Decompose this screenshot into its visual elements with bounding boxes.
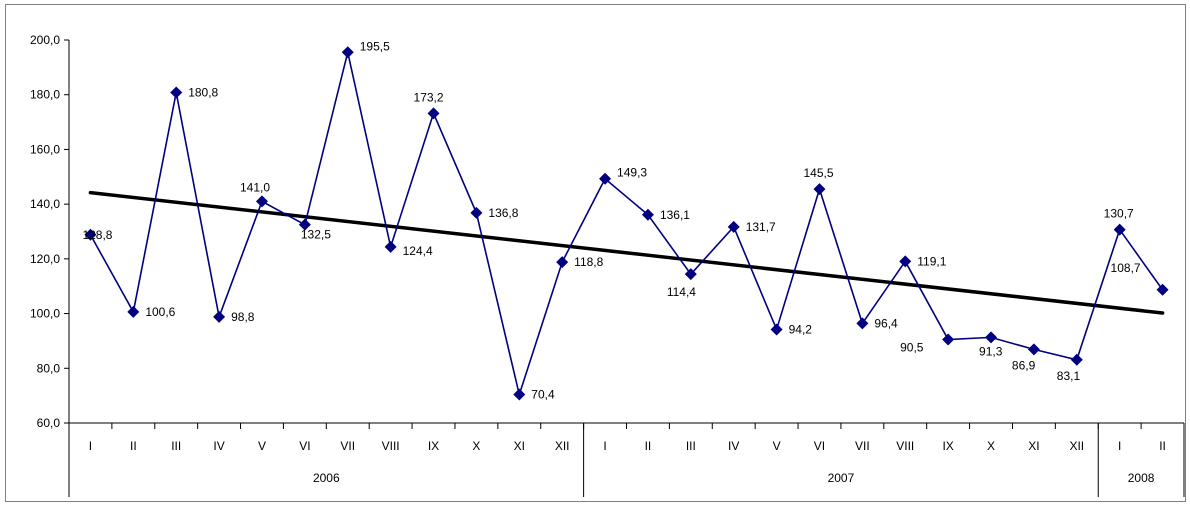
data-point	[170, 86, 183, 99]
data-label: 136,1	[660, 208, 690, 222]
x-tick-label: I	[1118, 439, 1121, 453]
data-point	[599, 172, 612, 185]
trendline-group	[88, 190, 1165, 315]
series-group	[84, 46, 1169, 401]
data-point	[213, 310, 226, 323]
x-tick-label: VI	[814, 439, 825, 453]
x-tick-label: IX	[942, 439, 953, 453]
y-tick-label: 60,0	[37, 416, 61, 430]
x-tick-label: XII	[1069, 439, 1084, 453]
data-label: 180,8	[188, 86, 218, 100]
data-label: 114,4	[667, 285, 696, 299]
data-point	[470, 206, 483, 219]
x-tick-label: X	[987, 439, 995, 453]
x-group-label: 2007	[828, 471, 855, 485]
x-tick-label: IV	[213, 439, 224, 453]
x-tick-label: VII	[340, 439, 355, 453]
y-tick-label: 120,0	[30, 252, 60, 266]
data-label: 124,4	[403, 244, 433, 258]
x-tick-label: IX	[428, 439, 439, 453]
data-point	[427, 107, 440, 120]
x-group-label: 2008	[1128, 471, 1155, 485]
x-tick-label: X	[472, 439, 480, 453]
y-tick-label: 200,0	[30, 33, 60, 47]
x-tick-label: VI	[299, 439, 310, 453]
data-label: 173,2	[414, 90, 444, 104]
data-point	[899, 255, 912, 268]
x-tick-label: II	[645, 439, 652, 453]
x-tick-label: XI	[1028, 439, 1039, 453]
data-point	[641, 208, 654, 221]
data-point	[856, 317, 869, 330]
data-label: 128,8	[82, 228, 112, 242]
data-point	[556, 256, 569, 269]
data-point	[813, 183, 826, 196]
data-label: 136,8	[488, 206, 518, 220]
x-tick-label: VIII	[896, 439, 914, 453]
x-tick-label: V	[258, 439, 266, 453]
chart-frame	[5, 4, 1186, 502]
data-label: 132,5	[301, 228, 331, 242]
data-labels-group: 128,8 100,6 180,8 98,8 141,0 132,5 195,5 124,4 1…	[82, 39, 1140, 401]
data-label: 100,6	[145, 305, 175, 319]
data-label: 119,1	[917, 254, 946, 268]
data-point	[985, 331, 998, 344]
data-label: 91,3	[979, 344, 1003, 358]
data-point	[513, 388, 526, 401]
data-point	[1070, 353, 1083, 366]
x-tick-label: II	[130, 439, 137, 453]
data-label: 118,8	[574, 255, 603, 269]
data-point	[255, 195, 268, 208]
y-tick-label: 140,0	[30, 197, 60, 211]
x-group-label: 2006	[313, 471, 340, 485]
data-point	[1027, 343, 1040, 356]
data-point	[341, 46, 354, 59]
data-label: 149,3	[617, 166, 647, 180]
x-tick-label: I	[89, 439, 92, 453]
data-label: 86,9	[1012, 358, 1036, 372]
data-label: 131,7	[746, 220, 776, 234]
y-tick-label: 180,0	[30, 88, 60, 102]
data-label: 130,7	[1104, 207, 1134, 221]
x-tick-label: III	[171, 439, 181, 453]
y-tick-label: 160,0	[30, 142, 60, 156]
x-tick-label: IV	[728, 439, 739, 453]
x-tick-label: XI	[514, 439, 525, 453]
data-label: 96,4	[874, 316, 898, 330]
data-point	[727, 220, 740, 233]
x-tick-label: VIII	[382, 439, 400, 453]
x-tick-label: V	[773, 439, 781, 453]
x-tick-label: II	[1159, 439, 1166, 453]
data-point	[384, 240, 397, 253]
data-label: 195,5	[360, 39, 390, 53]
data-label: 145,5	[803, 166, 833, 180]
data-point	[127, 305, 140, 318]
trendline	[88, 190, 1165, 315]
data-point	[684, 268, 697, 281]
x-tick-label: III	[686, 439, 696, 453]
x-tick-label: XII	[555, 439, 570, 453]
data-label: 94,2	[789, 322, 813, 336]
series-line	[89, 52, 1164, 398]
data-point	[942, 333, 955, 346]
data-point	[1113, 223, 1126, 236]
data-point	[1156, 283, 1169, 296]
data-point	[298, 218, 311, 231]
data-label: 141,0	[240, 180, 270, 194]
x-tick-label: I	[603, 439, 606, 453]
data-point	[770, 323, 783, 336]
data-label: 90,5	[900, 341, 924, 355]
data-label: 70,4	[531, 388, 555, 402]
y-tick-label: 100,0	[30, 307, 60, 321]
y-tick-label: 80,0	[37, 361, 61, 375]
data-label: 108,7	[1111, 261, 1141, 275]
data-point	[84, 228, 97, 241]
data-label: 83,1	[1057, 369, 1081, 383]
data-label: 98,8	[231, 310, 255, 324]
x-tick-label: VII	[855, 439, 870, 453]
